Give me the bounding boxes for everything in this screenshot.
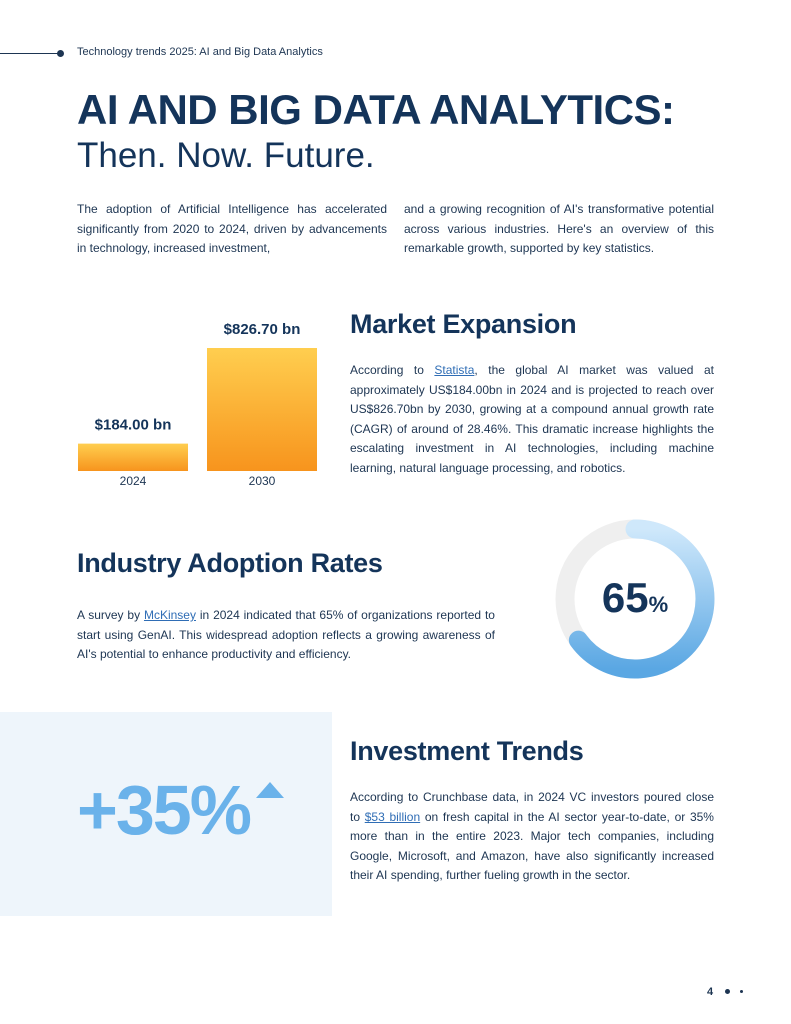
header-rule (0, 53, 58, 54)
page-title: AI AND BIG DATA ANALYTICS: (77, 86, 675, 133)
investment-big-stat: +35% (77, 771, 252, 849)
statista-link[interactable]: Statista (434, 363, 475, 377)
category-tick-label: 2030 (249, 474, 276, 488)
adoption-gauge: 65% (555, 519, 715, 679)
gauge-unit: % (649, 592, 669, 617)
adoption-text-end: in 2024 indicated that 65% of organizati… (77, 608, 495, 661)
adoption-paragraph: A survey by McKinsey in 2024 indicated t… (77, 606, 495, 665)
bar-2024 (78, 443, 188, 471)
arrow-up-icon (256, 782, 284, 798)
intro-paragraph-right: and a growing recognition of AI's transf… (404, 202, 714, 255)
investment-text-start: According to Crunchbase data, in 2024 VC… (350, 790, 714, 824)
investment-paragraph: According to Crunchbase data, in 2024 VC… (350, 788, 714, 886)
crunchbase-amount-link[interactable]: $53 billion (364, 809, 421, 824)
running-title: Technology trends 2025: AI and Big Data … (77, 46, 323, 58)
bar-value-label: $826.70 bn (224, 321, 301, 338)
gauge-arc (568, 519, 715, 679)
market-paragraph: According to Statista, the global AI mar… (350, 361, 714, 478)
intro-paragraph-left: The adoption of Artificial Intelligence … (77, 202, 387, 255)
header-dot (57, 50, 64, 57)
market-heading: Market Expansion (350, 309, 577, 339)
category-tick-label: 2024 (120, 474, 147, 488)
bar-2030 (207, 348, 317, 471)
bar-value-label: $184.00 bn (95, 417, 172, 434)
adoption-heading: Industry Adoption Rates (77, 548, 383, 578)
footer-dot-small (740, 990, 743, 993)
market-bar-chart: $184.00 bn 2024 $826.70 bn 2030 (78, 321, 317, 488)
page-subtitle: Then. Now. Future. (77, 136, 375, 175)
investment-heading: Investment Trends (350, 736, 584, 766)
investment-text-end: on fresh capital in the AI sector year-t… (350, 809, 714, 883)
mckinsey-link[interactable]: McKinsey (143, 608, 196, 622)
gauge-readout: 65% (602, 574, 668, 621)
adoption-text-start: A survey by (77, 608, 141, 622)
gauge-number: 65 (602, 574, 649, 621)
footer-dot-large (725, 989, 730, 994)
market-text-start: According to (350, 363, 424, 377)
investment-stat-panel (0, 712, 332, 916)
market-text-end: , the global AI market was valued at app… (350, 363, 714, 475)
page-number: 4 (707, 986, 714, 998)
